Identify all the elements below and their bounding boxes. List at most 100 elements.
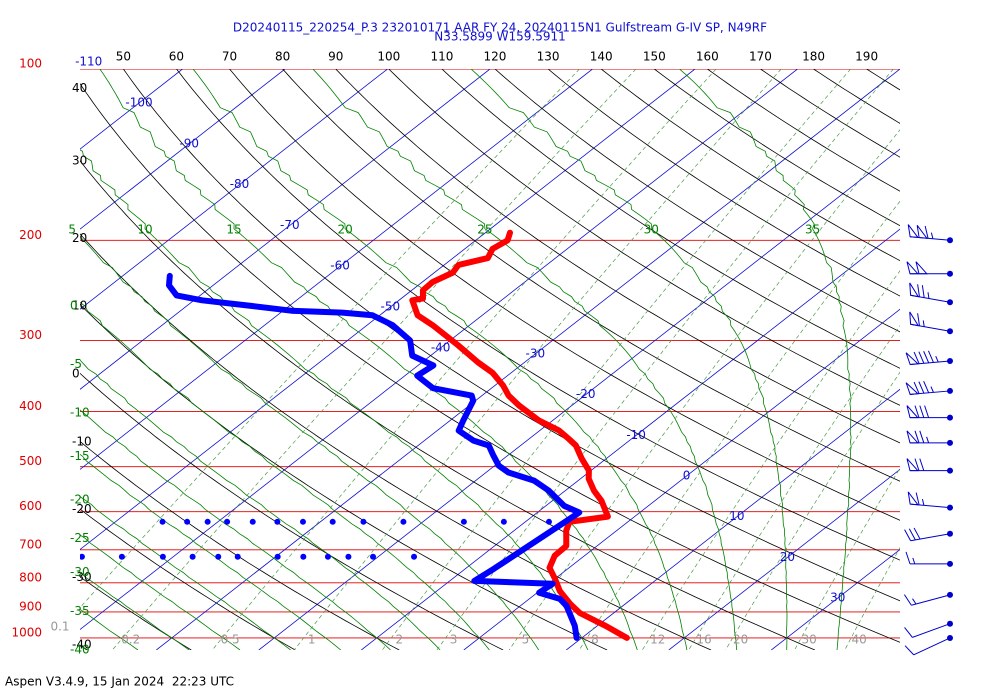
wind-half-barb [927, 292, 930, 299]
moist-adiabat-label: 25 [477, 223, 492, 237]
dewpoint-dot [300, 553, 307, 560]
dry-adiabat-label: -30 [72, 570, 92, 584]
isotherm-label: -110 [75, 55, 102, 69]
wind-staff [910, 533, 951, 542]
mixing-ratio-label: 0.5 [221, 633, 240, 647]
wind-barb [904, 634, 953, 656]
pressure-label: 500 [19, 454, 42, 468]
dry-adiabat-label: -40 [72, 638, 92, 652]
wind-barb [904, 527, 953, 542]
profile-line [409, 229, 630, 641]
dewpoint-dot [360, 518, 367, 525]
labels: 1002003004005006007008009001000-110-100-… [11, 50, 878, 657]
wind-full-barb [923, 351, 930, 364]
dry-adiabat [441, 69, 900, 369]
chart-subtitle: N33.5899 W159.5911 [434, 30, 566, 44]
moist-adiabat-label: -10 [70, 405, 90, 419]
isotherm [80, 69, 81, 70]
mixing-ratio-label: 16 [696, 633, 711, 647]
wind-pennant [909, 282, 920, 298]
mixing-ratio-line [688, 325, 900, 650]
wind-full-barb [913, 381, 920, 394]
mixing-ratio-line [80, 69, 580, 609]
wind-barb [903, 591, 953, 606]
dry-adiabat [707, 69, 900, 192]
moist-adiabat-label: -35 [70, 604, 90, 618]
grid [80, 69, 900, 650]
dry-adiabat [176, 69, 900, 561]
mixing-ratio-label: 1 [308, 633, 316, 647]
dry-adiabat [80, 440, 400, 650]
dewpoint-dot [189, 553, 196, 560]
wind-barb [909, 311, 953, 335]
isotherm [361, 228, 900, 650]
wind-full-barb [924, 225, 929, 239]
wind-barb [905, 380, 953, 395]
moist-adiabat-label: 20 [337, 223, 352, 237]
dry-adiabat [494, 69, 900, 333]
mixing-ratio-line [578, 200, 900, 650]
dewpoint-dot [118, 553, 125, 560]
wind-pennant [907, 491, 919, 506]
pressure-label: 900 [19, 599, 42, 613]
moist-adiabat-label: 5 [68, 223, 76, 237]
mixing-ratio-label: 5 [522, 633, 530, 647]
moist-adiabat [99, 69, 638, 650]
mixing-ratio-label: 2 [395, 633, 403, 647]
dewpoint-dot [345, 553, 352, 560]
mixing-ratio-label: 30 [802, 633, 817, 647]
dry-adiabat-label: 140 [590, 50, 613, 64]
wind-full-barb [917, 284, 920, 297]
dewpoint-dot [299, 518, 306, 525]
dewpoint-dot [329, 518, 336, 525]
mixing-ratio-line [436, 69, 894, 650]
isotherm-label: -30 [526, 346, 546, 360]
isotherm [80, 69, 491, 390]
wind-full-barb [914, 405, 920, 418]
wind-full-barb [905, 551, 911, 565]
dry-adiabat-label: 0 [72, 367, 80, 381]
wind-barb [904, 620, 953, 638]
moist-adiabat [312, 69, 738, 650]
mixing-ratio-line [382, 69, 851, 650]
chart-title: D20240115_220254_P.3 232010171 AAR FY 24… [233, 21, 767, 35]
wind-full-barb [921, 285, 925, 298]
dry-adiabat-label: 160 [696, 50, 719, 64]
wind-full-barb [919, 430, 925, 443]
mixing-ratio-line [642, 270, 900, 650]
mixing-ratio-line [844, 547, 900, 650]
pressure-label: 700 [19, 537, 42, 551]
isotherm-label: 10 [729, 509, 744, 523]
moist-adiabat-label: -25 [70, 531, 90, 545]
moist-adiabat [470, 69, 788, 650]
moist-adiabat [80, 149, 589, 650]
wind-full-barb [918, 351, 925, 364]
mixing-ratio-label: 8 [591, 633, 599, 647]
wind-pennant [905, 352, 920, 366]
dry-adiabat-label: 50 [116, 50, 131, 64]
dry-adiabat [600, 69, 900, 262]
moist-adiabat-label: 15 [226, 223, 241, 237]
mixing-ratio-line [293, 69, 782, 650]
wind-barb [905, 350, 953, 366]
dewpoint-dot [80, 553, 85, 560]
isotherm-label: 30 [830, 591, 845, 605]
wind-pennant [916, 225, 928, 239]
dry-adiabat-label: 80 [275, 50, 290, 64]
mixing-ratio-label: 20 [733, 633, 748, 647]
moist-adiabat [80, 534, 241, 650]
wind-pennant [906, 430, 919, 444]
dewpoint-dot [500, 518, 507, 525]
profiles [80, 229, 630, 641]
moist-adiabat-label: 35 [805, 223, 820, 237]
dry-adiabat [760, 69, 900, 158]
isotherm [463, 308, 900, 650]
wind-pennant [909, 311, 920, 327]
moist-adiabat [80, 453, 342, 650]
isotherm [668, 468, 900, 650]
pressure-label: 200 [19, 228, 42, 242]
dry-adiabat-label: 120 [484, 50, 507, 64]
moist-adiabat-label: -20 [70, 492, 90, 506]
dry-adiabat [813, 69, 900, 124]
isotherm [258, 148, 900, 650]
